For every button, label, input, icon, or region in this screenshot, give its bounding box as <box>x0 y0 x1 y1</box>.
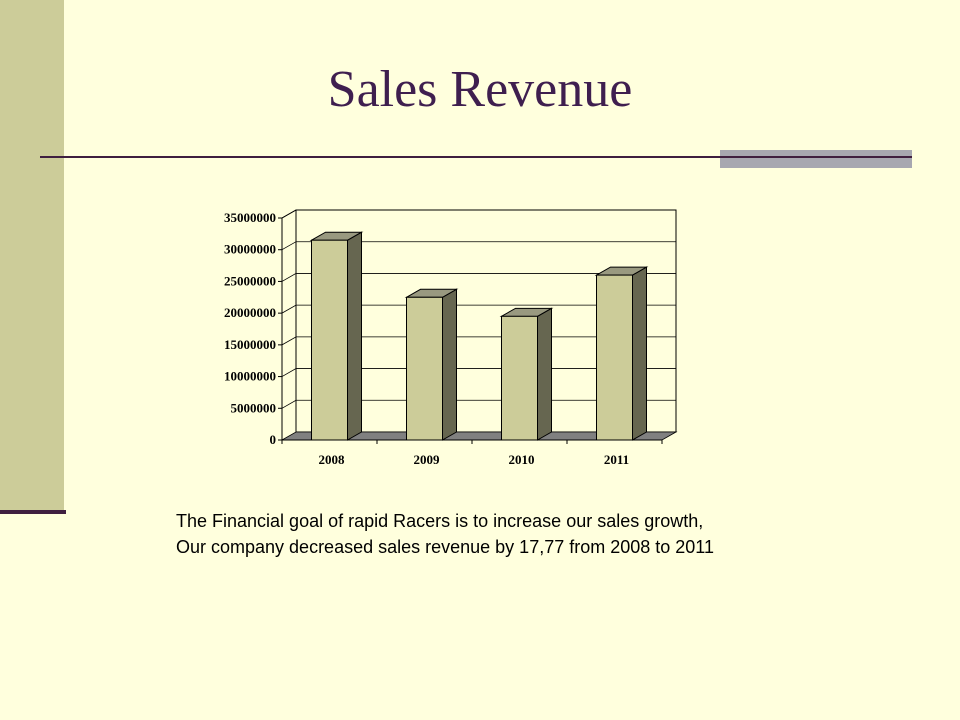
x-tick-label: 2010 <box>509 452 535 467</box>
y-tick-label: 15000000 <box>224 337 276 352</box>
bar-front <box>406 296 443 441</box>
y-tick-label: 0 <box>270 432 277 447</box>
caption-line: The Financial goal of rapid Racers is to… <box>176 511 704 531</box>
x-tick-label: 2009 <box>414 452 441 467</box>
bar-side <box>632 266 647 441</box>
chart-bars <box>309 231 649 441</box>
chart-y-ticks: 0 5000000 10000000 15000000 20000000 25000000… <box>224 210 282 447</box>
bar-side <box>537 307 552 441</box>
caption: The Financial goal of rapid Racers is to… <box>176 508 936 560</box>
y-tick-label: 20000000 <box>224 305 276 320</box>
gridline <box>281 304 676 314</box>
gridline <box>281 209 676 219</box>
x-tick-label: 2008 <box>319 452 346 467</box>
gridline <box>281 241 676 251</box>
bar-front <box>501 315 538 441</box>
sidebar-accent <box>0 510 66 514</box>
title-rule-accent-line <box>720 156 912 158</box>
chart-x-ticks: 2008 2009 2010 2011 <box>281 440 663 467</box>
slide-title: Sales Revenue <box>327 61 633 118</box>
bar-front <box>596 274 633 441</box>
bar-side <box>442 288 457 441</box>
bar-side <box>347 231 362 441</box>
gridline <box>281 273 676 282</box>
y-tick-label: 35000000 <box>224 210 276 225</box>
bar-front <box>311 239 348 441</box>
bar-2011 <box>594 266 649 441</box>
bar-2009 <box>404 288 459 441</box>
y-tick-label: 5000000 <box>231 400 277 415</box>
x-tick-label: 2011 <box>604 452 629 467</box>
caption-line: Our company decreased sales revenue by 1… <box>176 537 714 557</box>
sidebar-bar <box>0 0 64 512</box>
title-rule <box>40 156 912 158</box>
y-tick-label: 30000000 <box>224 242 276 257</box>
title-rule-accent <box>720 150 912 168</box>
y-tick-label: 25000000 <box>224 273 276 288</box>
bar-2010 <box>499 307 554 441</box>
bar-2008 <box>309 231 364 441</box>
y-tick-label: 10000000 <box>224 369 276 384</box>
